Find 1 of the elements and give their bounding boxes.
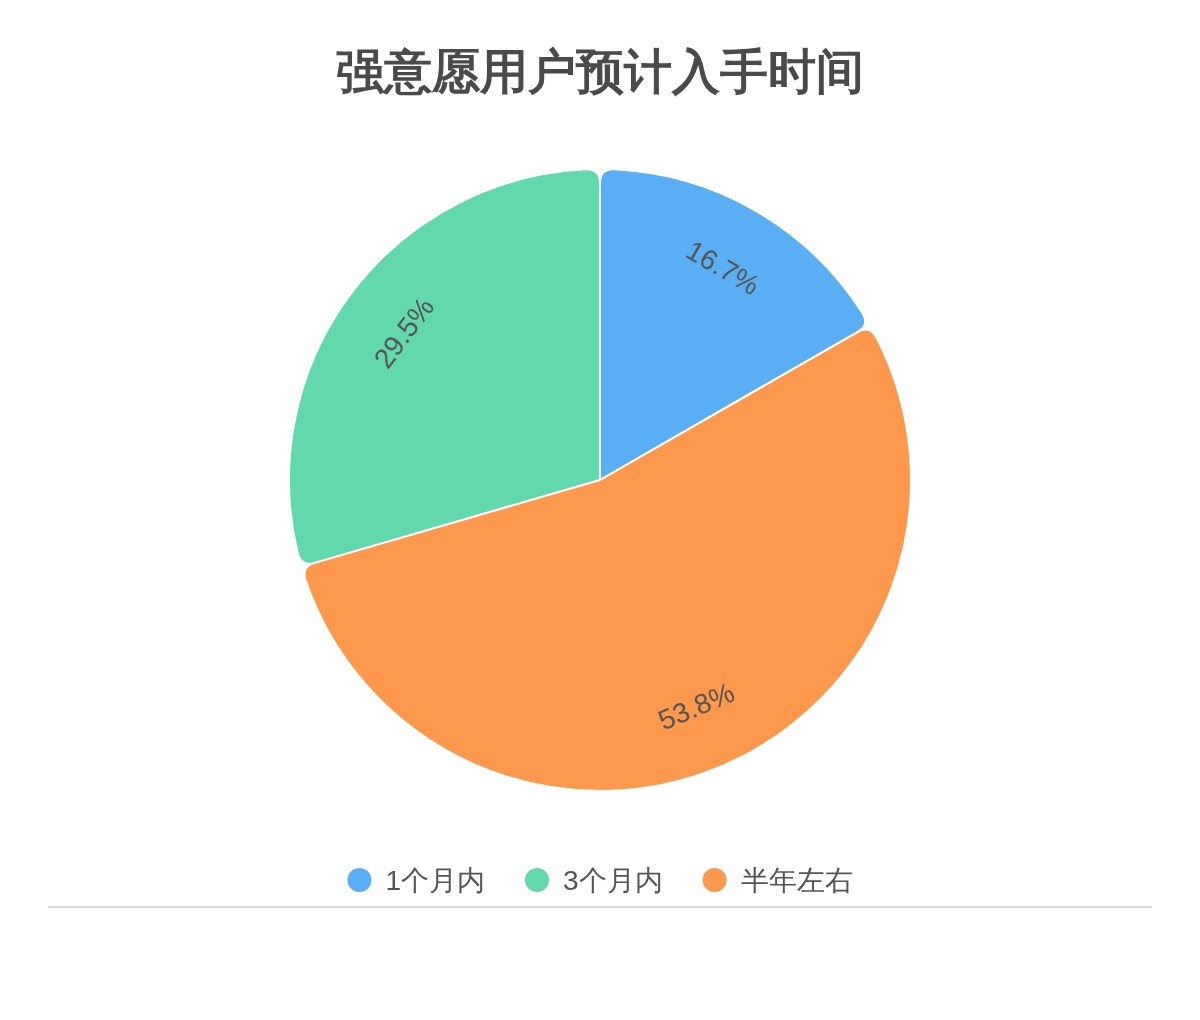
title: 强意愿用户预计入手时间: [336, 45, 864, 98]
